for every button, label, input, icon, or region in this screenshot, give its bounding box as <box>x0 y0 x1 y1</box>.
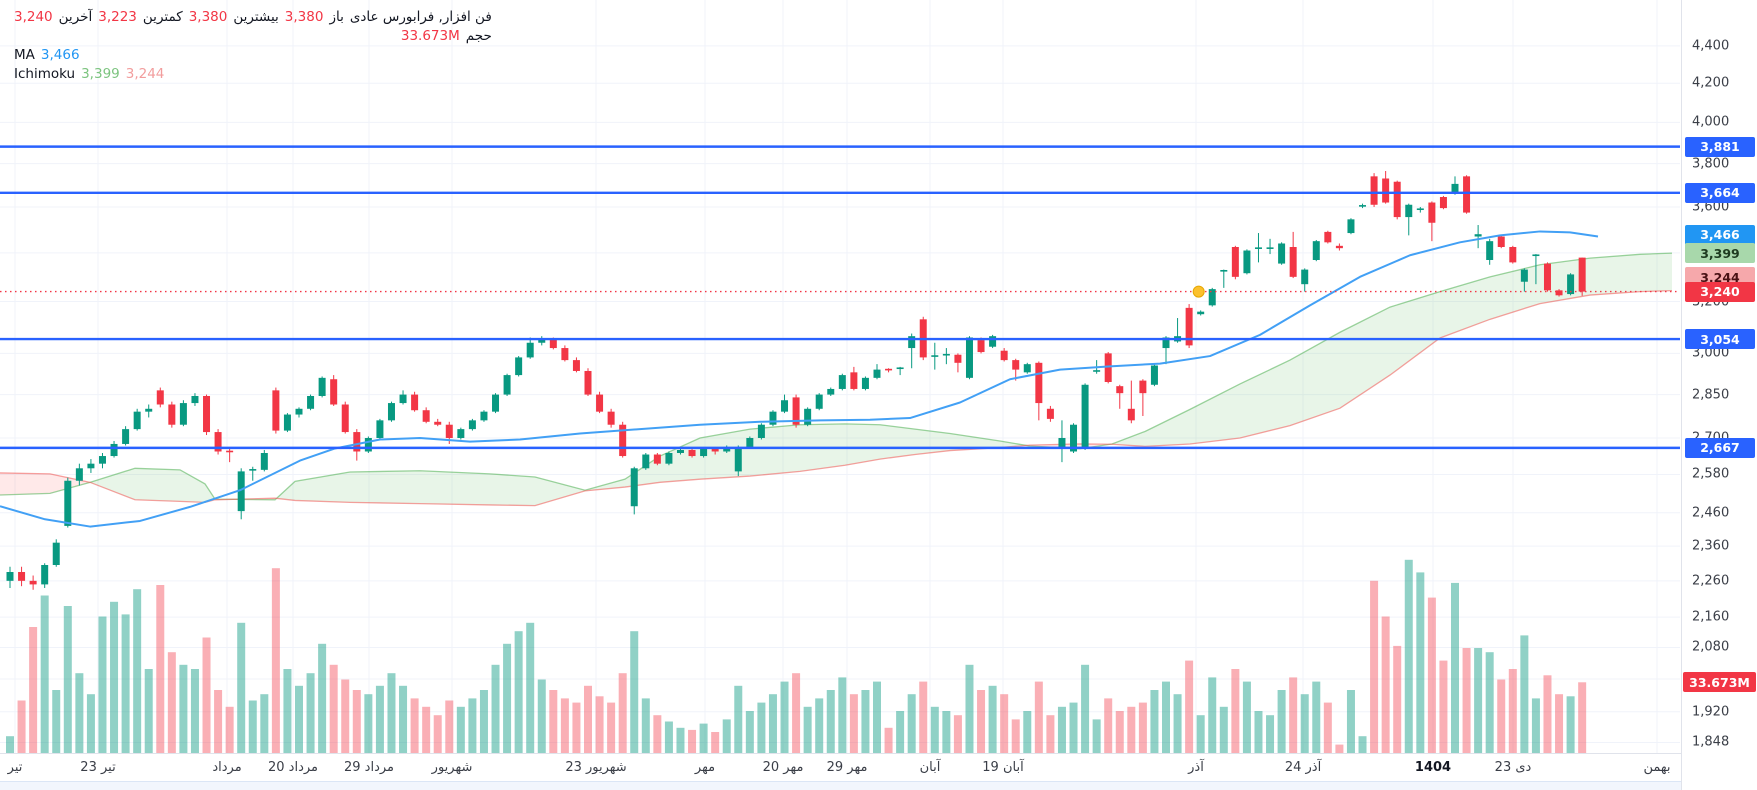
senkou-span-b-line <box>0 289 1673 507</box>
open-value: 3,380 <box>284 9 324 25</box>
time-axis-label: تیر <box>7 760 23 775</box>
price-badge-3240: 3,240 <box>1685 281 1755 302</box>
ma-line <box>0 230 1599 528</box>
price-axis-tick: 2,580 <box>1692 466 1730 482</box>
symbol-name: فن افزار, فرابورس عادی <box>349 9 492 25</box>
time-axis-label: آذر <box>1188 760 1204 775</box>
axis-corner <box>1681 753 1757 790</box>
last-value: 3,240 <box>14 9 53 25</box>
volume-bars <box>6 559 1587 753</box>
open-label: باز <box>329 9 344 25</box>
price-axis-tick: 2,460 <box>1692 505 1730 521</box>
ma-value: 3,466 <box>40 47 80 63</box>
time-axis-label: 29 مهر <box>826 760 868 775</box>
ichimoku-span-b-value: 3,244 <box>125 66 165 82</box>
grid <box>0 0 1680 753</box>
ma-label: MA <box>14 47 35 63</box>
time-axis-label: بهمن <box>1643 760 1671 775</box>
candles <box>6 170 1586 590</box>
time-axis-label: مرداد <box>212 760 242 775</box>
time-axis-label: 20 مهر <box>762 760 804 775</box>
last-label: آخرین <box>58 9 93 25</box>
time-axis-label: آبان <box>919 760 941 775</box>
legend-ichimoku-row: Ichimoku 3,399 3,244 <box>14 65 492 84</box>
ichimoku-span-a-value: 3,399 <box>81 66 120 82</box>
price-axis-tick: 2,160 <box>1692 609 1730 625</box>
low-value: 3,223 <box>98 9 137 25</box>
time-axis-label: 23 شهریور <box>565 760 627 775</box>
price-axis-tick: 2,360 <box>1692 538 1730 554</box>
price-axis[interactable]: 4,4004,2004,0003,8003,6003,4003,2003,000… <box>1681 0 1757 753</box>
time-axis-label: 23 تیر <box>80 760 116 775</box>
volume-label: حجم <box>465 28 492 44</box>
price-axis-tick: 2,260 <box>1692 573 1730 589</box>
high-label: بیشترین <box>233 9 279 25</box>
price-axis-tick: 3,800 <box>1692 156 1730 172</box>
time-axis-label: 29 مرداد <box>343 760 395 775</box>
price-badge-3054: 3,054 <box>1685 329 1755 350</box>
price-axis-tick: 1,848 <box>1692 734 1730 750</box>
price-axis-tick: 1,920 <box>1692 704 1730 720</box>
high-value: 3,380 <box>188 9 228 25</box>
price-axis-tick: 4,000 <box>1692 114 1730 130</box>
time-axis-label: 1404 <box>1414 760 1452 775</box>
price-badge-3881: 3,881 <box>1685 136 1755 157</box>
price-axis-tick: 2,080 <box>1692 639 1730 655</box>
price-badge-3664: 3,664 <box>1685 182 1755 203</box>
ichimoku-label: Ichimoku <box>14 66 76 82</box>
time-axis-label: 24 آذر <box>1284 760 1322 775</box>
low-label: کمترین <box>142 9 183 25</box>
volume-value: 33.673M <box>400 28 460 44</box>
price-axis-tick: 3,600 <box>1692 199 1730 215</box>
time-axis-label: 20 مرداد <box>267 760 319 775</box>
time-axis[interactable]: تیر 23 تیر مرداد 20 مرداد 29 مرداد شهریور 23 ش… <box>0 753 1757 782</box>
legend-ohlc-row: فن افزار, فرابورس عادی باز 3,380 بیشترین… <box>14 8 492 27</box>
price-badge-2667: 2,667 <box>1685 437 1755 458</box>
price-badge-3466: 3,466 <box>1685 224 1755 245</box>
time-axis-label: 23 دی <box>1494 760 1532 775</box>
event-marker-dot <box>1192 285 1205 298</box>
price-badge-33.673M: 33.673M <box>1683 672 1756 692</box>
legend: فن افزار, فرابورس عادی باز 3,380 بیشترین… <box>14 8 492 84</box>
time-axis-label: 19 آبان <box>982 760 1024 775</box>
time-axis-label: مهر <box>694 760 716 775</box>
price-axis-tick: 2,850 <box>1692 387 1730 403</box>
price-axis-tick: 4,200 <box>1692 75 1730 91</box>
price-badge-3399: 3,399 <box>1685 243 1755 263</box>
legend-ma-row: MA 3,466 <box>14 46 492 65</box>
horizontal-level-lines[interactable] <box>0 145 1680 450</box>
price-axis-tick: 4,400 <box>1692 38 1730 54</box>
price-axis-tick: 3,000 <box>1692 345 1730 361</box>
bottom-strip <box>0 781 1757 790</box>
time-axis-label: شهریور <box>431 760 473 775</box>
legend-volume-row: حجم 33.673M <box>14 27 492 46</box>
